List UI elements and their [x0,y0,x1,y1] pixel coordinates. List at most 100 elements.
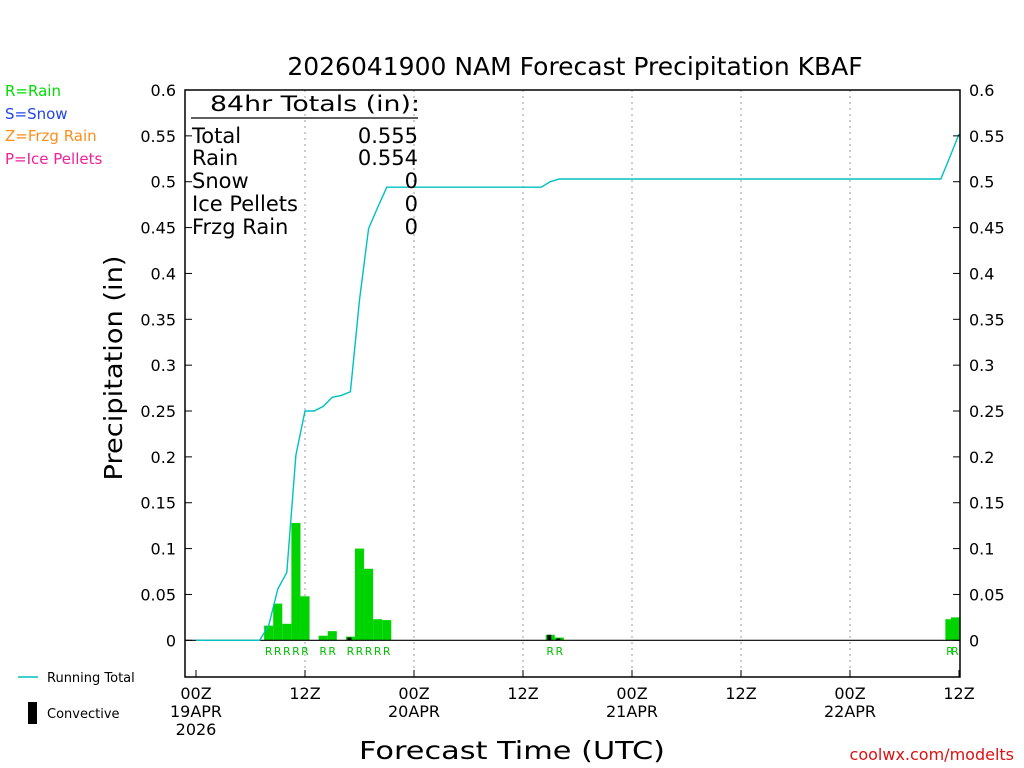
y-tick-label: 0.45 [140,219,176,238]
y-tick-label: 0.5 [151,173,176,192]
totals-row-value: 0.554 [358,146,418,170]
y-tick-label: 0 [166,631,176,650]
y-axis-right: 0 0.05 0.1 0.15 0.2 0.25 0.3 0.35 0.4 0.45 0.5 0.55… [953,81,1005,650]
totals-row-label: Rain [192,146,238,170]
precip-type-label: R [319,645,327,658]
convective-label: Convective [47,707,120,722]
convective-bar [547,634,552,641]
convective-bars [347,634,561,641]
rain-bar [318,635,328,641]
x-tick-label: 00Z [180,684,211,703]
precip-type-label: R [365,645,373,658]
y-tick-label: 0.05 [140,585,176,604]
rain-bar [282,623,292,641]
x-tick-label: 12Z [507,684,538,703]
precip-type-label: R [556,645,564,658]
precip-type-legend: R=Rain S=Snow Z=Frzg Rain P=Ice Pellets [5,82,102,168]
convective-bar [347,637,352,641]
totals-row-value: 0 [405,192,418,216]
x-tick-label: 19APR [170,702,222,721]
y-tick-label: 0.15 [140,494,176,513]
rain-bar [327,631,337,641]
legend-snow: S=Snow [5,105,68,123]
rain-bar [950,617,960,641]
y-tick-label: 0.3 [969,356,994,375]
totals-header: 84hr Totals (in): [210,92,420,116]
precip-type-labels: R R R R R R R R R R R R R R RR [265,645,959,658]
precip-type-label: R [356,645,364,658]
legend-rain: R=Rain [5,82,61,100]
convective-swatch [28,702,37,724]
y-tick-label: 0.1 [151,540,176,559]
y-tick-label: 0.6 [969,81,994,100]
rain-bar [291,522,301,641]
convective-bar [556,638,561,641]
precip-type-label: R [301,645,309,658]
y-tick-label: 0.2 [151,448,176,467]
x-axis-label: Forecast Time (UTC) [359,736,665,765]
x-tick-label: 20APR [388,702,440,721]
y-tick-label: 0.1 [969,540,994,559]
y-tick-label: 0 [969,631,979,650]
precip-type-label: R [283,645,291,658]
totals-box: 84hr Totals (in): Total 0.555 Rain 0.554… [191,92,420,239]
y-tick-label: 0.55 [969,127,1005,146]
totals-row-label: Ice Pellets [192,192,298,216]
y-tick-label: 0.25 [140,402,176,421]
x-tick-label: 00Z [616,684,647,703]
y-tick-label: 0.4 [969,264,994,283]
precip-type-label: R [374,645,382,658]
y-tick-label: 0.45 [969,219,1005,238]
x-tick-label: 00Z [398,684,429,703]
precip-type-label: R [292,645,300,658]
precip-type-label: R [328,645,336,658]
rain-bar [382,620,392,641]
credit-text: coolwx.com/modelts [850,745,1014,764]
totals-row-value: 0 [405,169,418,193]
totals-row-label: Frzg Rain [192,215,288,239]
y-tick-label: 0.35 [140,310,176,329]
y-tick-label: 0.35 [969,310,1005,329]
x-tick-label: 22APR [824,702,876,721]
precip-type-label: R [265,645,273,658]
x-tick-label: 12Z [725,684,756,703]
rain-bar [273,603,283,641]
precip-type-label: R [383,645,391,658]
totals-row-value: 0 [405,215,418,239]
y-tick-label: 0.2 [969,448,994,467]
rain-bar [373,619,383,641]
precip-type-label: R [274,645,282,658]
x-tick-label: 2026 [176,720,217,739]
x-tick-label: 12Z [289,684,320,703]
precip-type-label: R [546,645,554,658]
rain-bar [300,596,310,641]
y-tick-label: 0.25 [969,402,1005,421]
y-tick-label: 0.3 [151,356,176,375]
y-tick-label: 0.4 [151,264,176,283]
totals-row-value: 0.555 [358,124,418,148]
chart-title: 2026041900 NAM Forecast Precipitation KB… [287,52,862,81]
legend-ice-pellets: P=Ice Pellets [5,150,102,168]
plot-frame [184,89,961,678]
rain-bar [264,625,274,641]
rain-bar [354,548,365,641]
precip-type-label: R [347,645,355,658]
rain-bar [945,619,955,641]
x-tick-label: 12Z [943,684,974,703]
y-tick-label: 0.5 [969,173,994,192]
legend-frzg-rain: Z=Frzg Rain [5,127,97,145]
running-total-label: Running Total [47,671,135,686]
rain-bar [364,568,374,641]
precip-type-label: R [951,645,959,658]
totals-row-label: Total [191,124,241,148]
x-tick-label: 00Z [834,684,865,703]
y-tick-label: 0.15 [969,494,1005,513]
y-axis-left: 0 0.05 0.1 0.15 0.2 0.25 0.3 0.35 0.4 0.45 0.5 0.55… [140,81,192,650]
y-tick-label: 0.55 [140,127,176,146]
bottom-legend: Running Total Convective [18,671,135,724]
precip-type-label: R [946,645,954,658]
y-tick-label: 0.6 [151,81,176,100]
